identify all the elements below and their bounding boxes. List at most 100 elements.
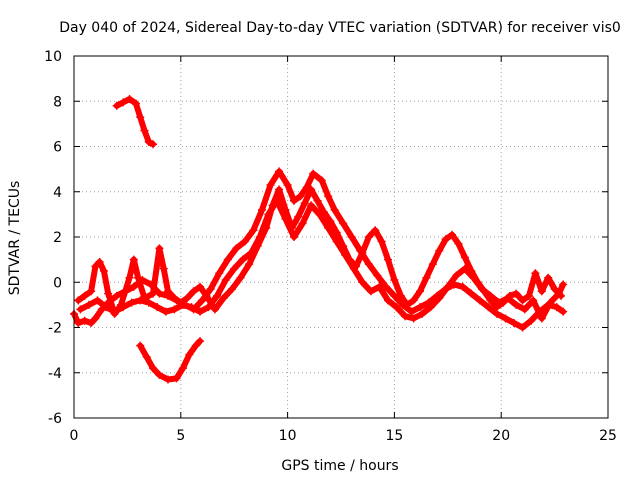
data-point bbox=[422, 273, 431, 282]
y-tick-label: -4 bbox=[48, 366, 62, 382]
data-point bbox=[546, 298, 555, 307]
data-point bbox=[559, 280, 568, 289]
data-point bbox=[210, 305, 219, 314]
data-point bbox=[153, 303, 162, 312]
data-point bbox=[396, 291, 405, 300]
data-point bbox=[518, 296, 527, 305]
data-point bbox=[249, 226, 258, 235]
data-point bbox=[552, 303, 561, 312]
data-point bbox=[416, 303, 425, 312]
chart-title: Day 040 of 2024, Sidereal Day-to-day VTE… bbox=[59, 20, 621, 36]
data-point bbox=[324, 223, 333, 232]
data-point bbox=[373, 271, 382, 280]
data-point bbox=[144, 298, 153, 307]
x-tick-label: 20 bbox=[492, 428, 510, 444]
y-tick-label: -6 bbox=[48, 411, 62, 427]
data-point bbox=[80, 316, 89, 325]
data-point bbox=[435, 246, 444, 255]
data-point bbox=[347, 233, 356, 241]
series-trace bbox=[113, 96, 156, 148]
data-point bbox=[238, 255, 247, 264]
data-point bbox=[264, 210, 273, 219]
data-point bbox=[140, 126, 149, 135]
data-point bbox=[324, 192, 333, 201]
axis-ticks: 0 5 10 15 20 25 -6 -4 -2 0 2 4 6 8 10 bbox=[44, 49, 617, 444]
data-point bbox=[290, 196, 299, 205]
data-point bbox=[527, 316, 536, 325]
data-point bbox=[119, 303, 128, 312]
data-point bbox=[366, 287, 375, 296]
data-point bbox=[183, 294, 192, 303]
y-axis-label: SDTVAR / TECUs bbox=[7, 181, 23, 296]
data-point bbox=[187, 303, 196, 312]
data-point bbox=[550, 285, 559, 294]
data-point bbox=[136, 341, 145, 350]
data-point bbox=[281, 214, 290, 223]
data-point bbox=[537, 314, 546, 323]
data-point bbox=[196, 307, 205, 316]
data-point bbox=[418, 309, 427, 318]
data-point bbox=[191, 341, 200, 350]
data-point bbox=[129, 255, 138, 264]
data-point bbox=[170, 305, 179, 314]
data-series bbox=[70, 94, 568, 384]
data-point bbox=[185, 350, 194, 359]
data-point bbox=[330, 205, 339, 214]
data-point bbox=[475, 296, 484, 305]
data-point bbox=[435, 294, 444, 303]
data-point bbox=[228, 285, 237, 294]
data-point bbox=[401, 312, 410, 321]
data-point bbox=[155, 371, 164, 380]
data-point bbox=[213, 291, 222, 300]
data-point bbox=[189, 287, 198, 296]
data-point bbox=[290, 233, 299, 241]
data-point bbox=[383, 296, 392, 305]
y-tick-label: 6 bbox=[53, 140, 62, 156]
data-point bbox=[371, 226, 380, 235]
data-point bbox=[204, 303, 213, 312]
data-point bbox=[364, 260, 373, 269]
data-point bbox=[112, 291, 121, 300]
data-point bbox=[272, 196, 281, 205]
data-point bbox=[443, 282, 452, 291]
data-point bbox=[144, 137, 153, 146]
data-point bbox=[230, 264, 239, 273]
data-point bbox=[95, 257, 104, 266]
y-tick-label: 2 bbox=[53, 230, 62, 246]
data-point bbox=[91, 314, 100, 323]
data-point bbox=[349, 264, 358, 273]
data-point bbox=[163, 375, 172, 384]
data-point bbox=[524, 291, 533, 300]
data-point bbox=[142, 352, 151, 361]
data-point bbox=[296, 192, 305, 201]
data-point bbox=[129, 282, 138, 291]
data-point bbox=[460, 264, 469, 273]
data-point bbox=[240, 237, 249, 246]
data-point bbox=[178, 364, 187, 373]
data-point bbox=[221, 275, 230, 284]
data-point bbox=[510, 318, 519, 327]
data-point bbox=[315, 210, 324, 219]
grid-lines bbox=[74, 56, 608, 418]
data-point bbox=[80, 291, 89, 300]
data-point bbox=[458, 282, 467, 291]
data-point bbox=[392, 303, 401, 312]
data-point bbox=[358, 278, 367, 287]
data-point bbox=[364, 233, 373, 241]
data-point bbox=[484, 303, 493, 312]
data-point bbox=[454, 239, 463, 248]
data-point bbox=[255, 233, 264, 241]
data-point bbox=[87, 287, 96, 296]
data-point bbox=[326, 217, 335, 226]
data-point bbox=[76, 305, 85, 314]
series-sat-b bbox=[136, 337, 205, 384]
data-point bbox=[149, 140, 158, 149]
data-point bbox=[232, 244, 241, 253]
x-tick-label: 15 bbox=[385, 428, 403, 444]
series-trace bbox=[137, 338, 203, 383]
data-point bbox=[383, 255, 392, 264]
data-point bbox=[87, 318, 96, 327]
data-point bbox=[409, 314, 418, 323]
data-point bbox=[170, 294, 179, 303]
